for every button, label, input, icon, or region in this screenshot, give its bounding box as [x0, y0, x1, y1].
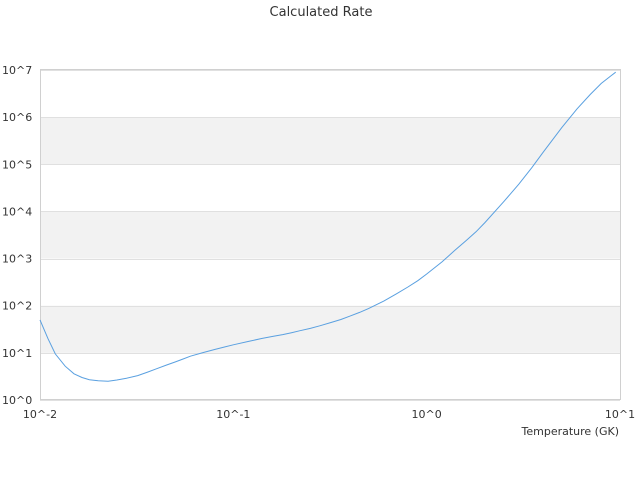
y-axis-ticks: 10^0 10^1 10^2 10^3 10^4 10^5 10^6 10^7 [2, 64, 32, 407]
grid-band [40, 117, 620, 165]
y-tick-label: 10^6 [2, 111, 32, 124]
x-tick-label: 10^-1 [216, 408, 250, 421]
y-tick-label: 10^2 [2, 300, 32, 313]
grid-band [40, 211, 620, 259]
x-tick-label: 10^0 [412, 408, 442, 421]
y-tick-label: 10^1 [2, 347, 32, 360]
y-tick-label: 10^0 [2, 394, 32, 407]
x-axis-ticks: 10^-2 10^-1 10^0 10^1 [23, 408, 635, 421]
grid-lines [40, 70, 620, 401]
series-line [39, 71, 617, 382]
grid-band [40, 305, 620, 353]
x-tick-label: 10^-2 [23, 408, 57, 421]
grid-bands [40, 117, 620, 353]
y-tick-label: 10^5 [2, 158, 32, 171]
plot-area [40, 69, 621, 400]
chart-title: Calculated Rate [270, 5, 373, 20]
y-tick-label: 10^7 [2, 64, 32, 77]
y-tick-label: 10^4 [2, 205, 32, 218]
x-tick-label: 10^1 [605, 408, 635, 421]
y-tick-label: 10^3 [2, 253, 32, 266]
x-axis-label: Temperature (GK) [521, 425, 620, 438]
